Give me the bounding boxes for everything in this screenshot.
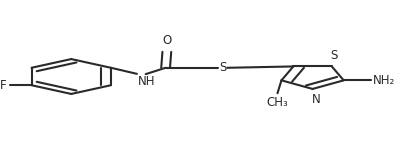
Text: S: S <box>330 49 337 62</box>
Text: F: F <box>0 79 7 92</box>
Text: NH₂: NH₂ <box>373 74 395 87</box>
Text: NH: NH <box>138 75 155 88</box>
Text: N: N <box>311 93 320 106</box>
Text: S: S <box>219 61 226 74</box>
Text: CH₃: CH₃ <box>267 95 288 108</box>
Text: O: O <box>162 34 171 47</box>
